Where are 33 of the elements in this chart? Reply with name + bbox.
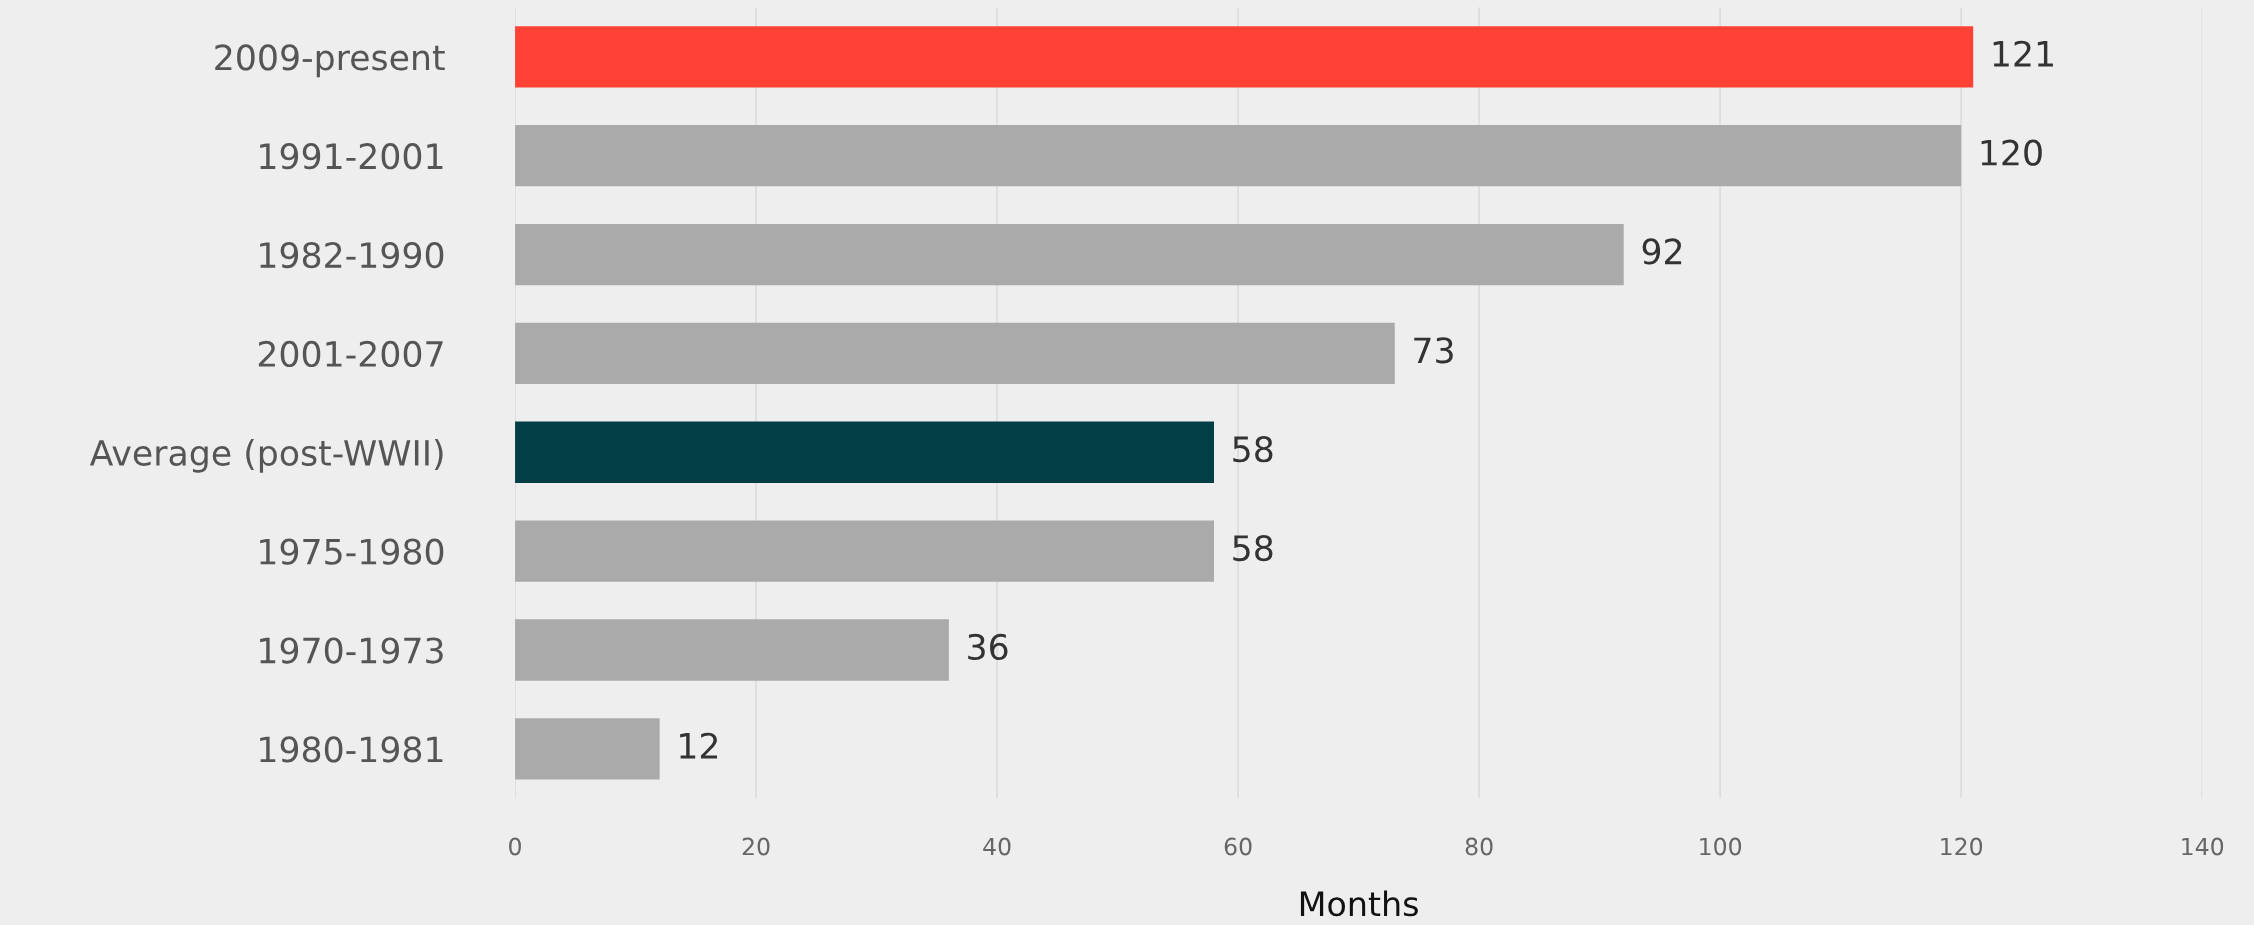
bar: [515, 322, 1395, 385]
bar: [515, 718, 660, 780]
y-tick-label: 2001-2007: [258, 340, 443, 368]
x-tick-label: 80: [1465, 837, 1493, 856]
data-label: 92: [1642, 238, 1682, 265]
y-tick-label: 1991-2001: [260, 143, 443, 170]
y-tick-label: 1982-1990: [260, 241, 444, 269]
y-tick-label: 2009-present: [215, 44, 445, 78]
data-label: 73: [1414, 337, 1453, 364]
y-tick-label: Average (post-WWII): [89, 439, 443, 473]
x-tick-label: 60: [1224, 837, 1252, 856]
data-label: 121: [1993, 40, 2053, 67]
x-tick-label: 40: [983, 837, 1011, 856]
x-tick-label: 100: [1700, 837, 1742, 856]
data-label: 36: [968, 633, 1008, 661]
data-label: 58: [1233, 534, 1273, 562]
data-label: 58: [1233, 436, 1273, 463]
y-tick-label: 1980-1981: [260, 736, 443, 763]
bar: [515, 223, 1624, 286]
x-tick-label: 140: [2182, 837, 2224, 856]
y-tick-label: 1970-1973: [260, 637, 443, 664]
data-label: 12: [680, 732, 718, 759]
x-axis-title: Months: [1300, 890, 1418, 917]
y-tick-label: 1975-1980: [260, 538, 444, 565]
x-tick-label: 0: [509, 837, 521, 856]
bar: [515, 125, 1962, 187]
data-label: 120: [1981, 139, 2042, 166]
bar: [515, 26, 1974, 88]
x-tick-label: 20: [742, 837, 770, 856]
x-tick-label: 120: [1941, 837, 1983, 856]
bar: [515, 421, 1214, 483]
bar: [515, 619, 949, 681]
bar: [515, 520, 1214, 582]
